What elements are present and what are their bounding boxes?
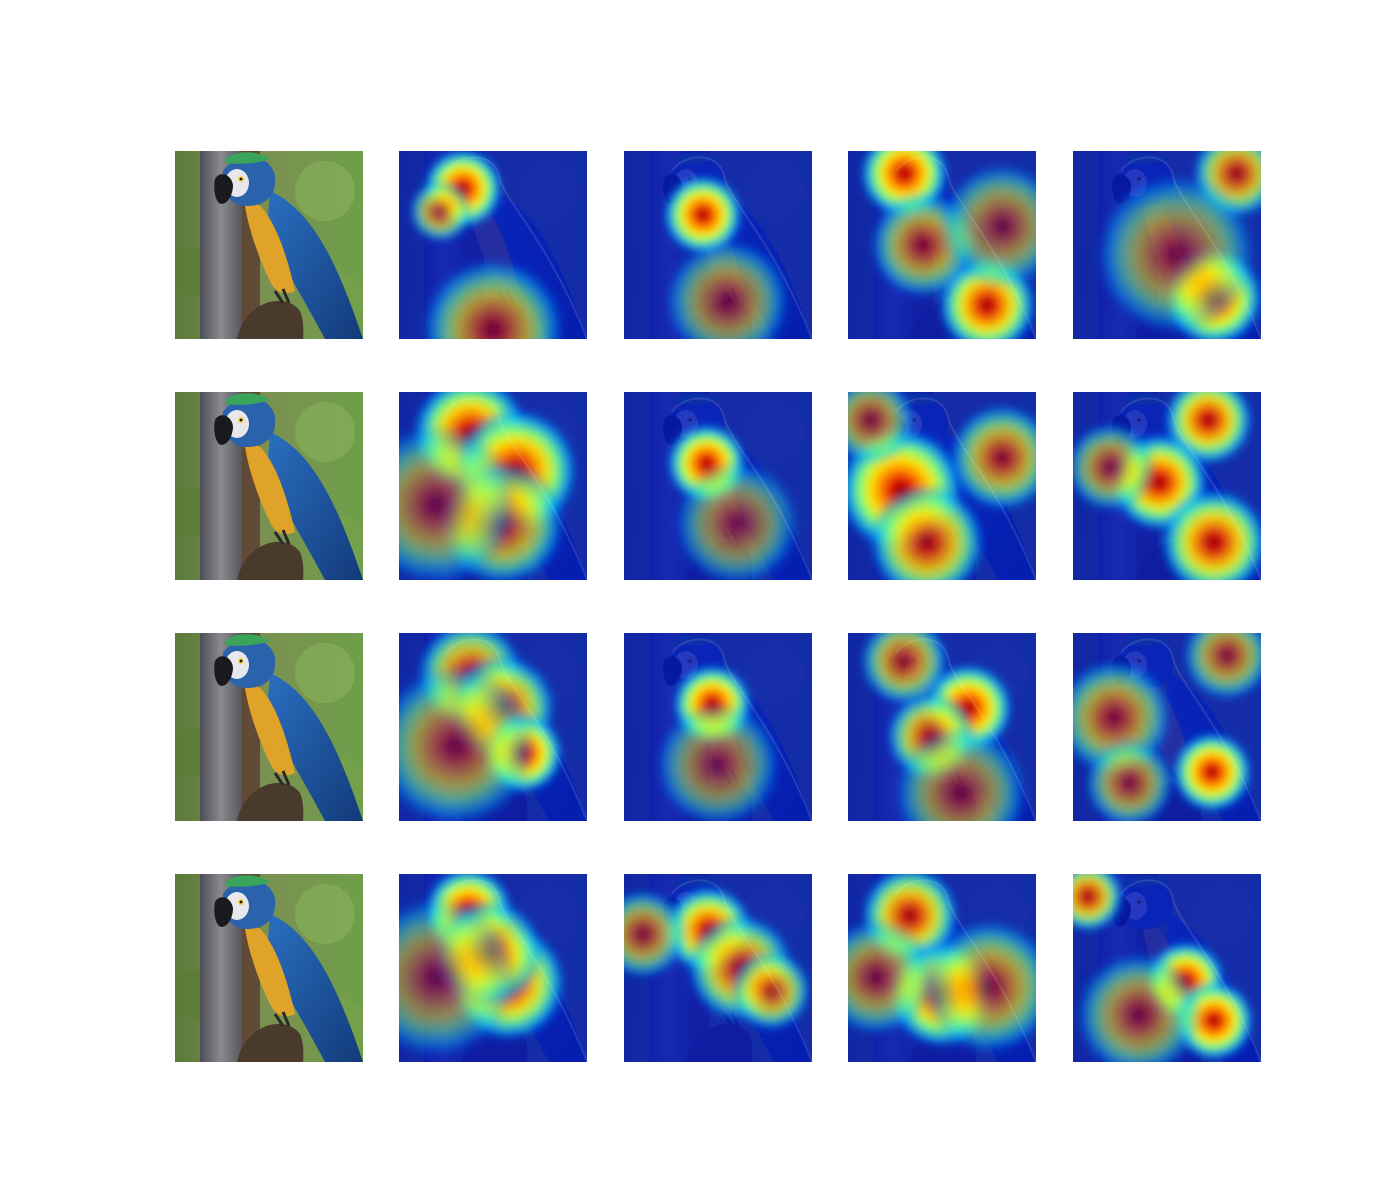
attention-hotspot xyxy=(848,918,935,1037)
attention-heatmap-tile xyxy=(624,151,812,339)
attention-hotspot xyxy=(921,919,1036,1055)
attention-heatmap-tile xyxy=(1073,392,1261,580)
attention-heatmap-tile xyxy=(1073,633,1261,821)
attention-hotspot xyxy=(1073,874,1125,933)
attention-hotspot xyxy=(859,633,950,707)
attention-hotspot xyxy=(868,483,986,580)
attention-hotspot xyxy=(1073,422,1156,513)
attention-hotspot xyxy=(730,949,812,1032)
attention-hotspot xyxy=(420,257,566,339)
original-image-tile xyxy=(175,874,363,1062)
attention-heatmap-tile xyxy=(848,874,1036,1062)
attention-hotspot xyxy=(1084,738,1175,821)
attention-hotspot xyxy=(662,174,744,256)
attention-heatmap-tile xyxy=(399,633,587,821)
attention-hotspot xyxy=(654,701,782,821)
attention-hotspot xyxy=(673,460,800,580)
attention-heatmap-tile xyxy=(848,392,1036,580)
attention-heatmap-tile xyxy=(399,151,587,339)
attention-hotspot xyxy=(939,163,1036,290)
attention-hotspot xyxy=(1159,488,1261,580)
original-image-tile xyxy=(175,151,363,339)
attention-heatmap-tile xyxy=(848,633,1036,821)
original-image-tile xyxy=(175,392,363,580)
original-image-tile xyxy=(175,633,363,821)
attention-hotspot xyxy=(399,423,518,580)
attention-heatmap-tile xyxy=(624,633,812,821)
attention-hotspot xyxy=(399,896,518,1059)
attention-heatmap-tile xyxy=(1073,874,1261,1062)
attention-hotspot xyxy=(893,725,1029,821)
attention-heatmap-tile xyxy=(624,392,812,580)
attention-heatmap-tile xyxy=(624,874,812,1062)
attention-heatmap-tile xyxy=(1073,151,1261,339)
attention-hotspot xyxy=(1075,951,1202,1062)
attention-hotspot xyxy=(624,889,688,980)
attention-heatmap-tile xyxy=(848,151,1036,339)
attention-hotspot xyxy=(399,664,537,821)
attention-hotspot xyxy=(664,238,791,339)
attention-heatmap-tile xyxy=(399,874,587,1062)
attention-hotspot xyxy=(1182,633,1261,701)
attention-hotspot xyxy=(848,392,916,466)
attention-hotspot xyxy=(408,179,472,243)
attention-hotspot xyxy=(1171,731,1253,813)
attention-hotspot xyxy=(1095,173,1258,336)
attention-heatmap-tile xyxy=(399,392,587,580)
attention-hotspot xyxy=(948,403,1036,512)
